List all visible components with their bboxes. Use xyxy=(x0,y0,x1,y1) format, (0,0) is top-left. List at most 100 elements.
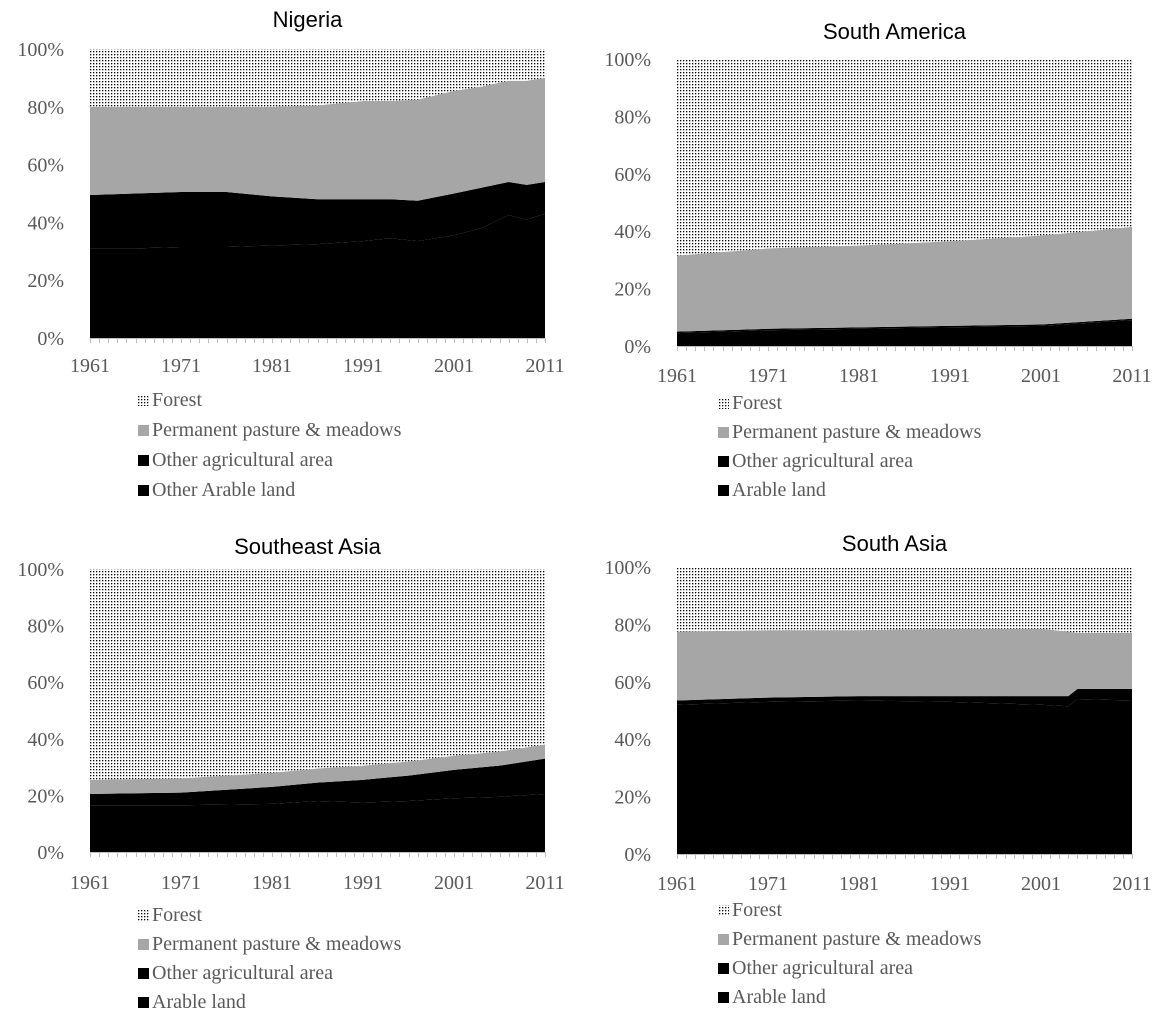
x-tick-label: 1981 xyxy=(839,873,879,895)
legend-label-forest: Forest xyxy=(152,389,202,411)
legend-label-forest: Forest xyxy=(732,392,782,414)
legend-swatch-other-agricultural-area xyxy=(718,456,729,467)
x-tick-label: 1981 xyxy=(252,355,292,377)
legend-label-arable-land: Arable land xyxy=(732,479,826,501)
x-tick-label: 2011 xyxy=(525,355,564,377)
area-permanent-pasture-and-meadows xyxy=(677,628,1132,701)
legend-label-permanent-pasture-and-meadows: Permanent pasture & meadows xyxy=(152,419,402,441)
y-tick-label: 60% xyxy=(614,164,651,186)
x-tick-label: 2001 xyxy=(1021,365,1061,387)
y-tick-label: 20% xyxy=(27,785,64,807)
y-tick-label: 100% xyxy=(17,39,64,61)
legend-swatch-other-arable-land xyxy=(138,485,149,496)
y-tick-label: 80% xyxy=(614,106,651,128)
x-tick-label: 2001 xyxy=(434,872,474,894)
x-tick-label: 1991 xyxy=(343,872,383,894)
chart-south-america-svg: South America 0% 20% 40% 60% 80% 100% 1961 1971 1… xyxy=(604,19,1151,501)
legend-swatch-other-agricultural-area xyxy=(138,968,149,979)
legend-swatch-forest xyxy=(138,910,149,921)
y-tick-label: 100% xyxy=(17,559,64,581)
x-tick-label: 1961 xyxy=(657,365,697,387)
legend-swatch-other-agricultural-area xyxy=(138,455,149,466)
chart-title: South Asia xyxy=(842,531,948,556)
legend-label-other-arable-land: Other Arable land xyxy=(152,479,295,501)
chart-south-america: South America 0% 20% 40% 60% 80% 100% 1961 1971 1… xyxy=(578,0,1157,508)
legend-swatch-arable-land xyxy=(718,992,729,1003)
area-permanent-pasture-and-meadows xyxy=(677,226,1132,332)
legend-swatch-other-agricultural-area xyxy=(718,963,729,974)
x-tick-label: 1991 xyxy=(343,355,383,377)
x-tick-label: 1961 xyxy=(70,355,110,377)
legend-label-other-agricultural-area: Other agricultural area xyxy=(152,962,333,984)
x-tick-label: 1981 xyxy=(839,365,879,387)
y-tick-label: 20% xyxy=(614,787,651,809)
x-tick-label: 1971 xyxy=(748,365,788,387)
legend-label-other-agricultural-area: Other agricultural area xyxy=(732,957,913,979)
y-tick-label: 80% xyxy=(614,614,651,636)
x-tick-label: 1971 xyxy=(161,872,201,894)
y-tick-label: 40% xyxy=(614,729,651,751)
x-tick-label: 1991 xyxy=(930,873,970,895)
legend-swatch-arable-land xyxy=(718,485,729,496)
legend-label-forest: Forest xyxy=(152,904,202,926)
y-tick-label: 80% xyxy=(27,616,64,638)
area-other-agricultural-area xyxy=(90,181,545,249)
chart-nigeria: Nigeria 0% 20% 40% 60% 80% 100% 1961 1971 1981 199… xyxy=(0,0,578,508)
x-tick-label: 1961 xyxy=(70,872,110,894)
y-tick-label: 0% xyxy=(624,336,651,358)
chart-nigeria-svg: Nigeria 0% 20% 40% 60% 80% 100% 1961 1971 1981 199… xyxy=(17,7,564,501)
legend-swatch-forest xyxy=(138,395,149,406)
y-tick-label: 40% xyxy=(27,729,64,751)
legend-label-forest: Forest xyxy=(732,899,782,921)
legend-swatch-arable-land xyxy=(138,997,149,1008)
x-tick-label: 2001 xyxy=(1021,873,1061,895)
x-tick-label: 2011 xyxy=(1112,873,1151,895)
area-forest xyxy=(677,59,1132,256)
y-tick-label: 40% xyxy=(614,221,651,243)
y-tick-label: 20% xyxy=(27,270,64,292)
legend-swatch-forest xyxy=(718,398,729,409)
chart-south-asia-svg: South Asia 0% 20% 40% 60% 80% 100% 1961 1971 1981… xyxy=(604,531,1151,1008)
area-permanent-pasture-and-meadows xyxy=(90,744,545,794)
x-tick-label: 1991 xyxy=(930,365,970,387)
area-other-agricultural-area xyxy=(90,758,545,806)
y-tick-label: 60% xyxy=(27,672,64,694)
chart-title: Nigeria xyxy=(273,7,343,32)
area-permanent-pasture-and-meadows xyxy=(90,77,545,201)
area-forest xyxy=(90,49,545,107)
legend-label-other-agricultural-area: Other agricultural area xyxy=(732,450,913,472)
area-arable-land xyxy=(90,793,545,852)
legend-label-other-agricultural-area: Other agricultural area xyxy=(152,449,333,471)
chart-title: South America xyxy=(823,19,967,44)
legend-label-permanent-pasture-and-meadows: Permanent pasture & meadows xyxy=(152,933,402,955)
legend-swatch-permanent-pasture-and-meadows xyxy=(718,934,729,945)
y-tick-label: 0% xyxy=(37,842,64,864)
area-forest xyxy=(90,569,545,780)
chart-title: Southeast Asia xyxy=(234,534,382,559)
area-forest xyxy=(677,567,1132,634)
y-tick-label: 100% xyxy=(604,557,651,579)
y-tick-label: 60% xyxy=(27,155,64,177)
legend-label-permanent-pasture-and-meadows: Permanent pasture & meadows xyxy=(732,928,982,950)
legend-swatch-forest xyxy=(718,905,729,916)
y-tick-label: 40% xyxy=(27,212,64,234)
x-tick-label: 2011 xyxy=(1112,365,1151,387)
legend-label-permanent-pasture-and-meadows: Permanent pasture & meadows xyxy=(732,421,982,443)
x-tick-label: 1981 xyxy=(252,872,292,894)
legend-swatch-permanent-pasture-and-meadows xyxy=(718,427,729,438)
y-tick-label: 0% xyxy=(37,328,64,350)
x-tick-label: 1961 xyxy=(657,873,697,895)
x-tick-label: 2011 xyxy=(525,872,564,894)
area-arable-land xyxy=(677,320,1132,346)
y-tick-label: 0% xyxy=(624,844,651,866)
x-tick-label: 1971 xyxy=(748,873,788,895)
y-tick-label: 20% xyxy=(614,279,651,301)
y-tick-label: 60% xyxy=(614,672,651,694)
x-tick-label: 2001 xyxy=(434,355,474,377)
x-tick-label: 1971 xyxy=(161,355,201,377)
legend-label-arable-land: Arable land xyxy=(152,991,246,1013)
area-other-arable-land xyxy=(90,213,545,338)
area-other-agricultural-area xyxy=(677,318,1132,334)
legend-swatch-permanent-pasture-and-meadows xyxy=(138,425,149,436)
chart-south-asia: South Asia 0% 20% 40% 60% 80% 100% 1961 1971 1981… xyxy=(578,508,1157,1017)
